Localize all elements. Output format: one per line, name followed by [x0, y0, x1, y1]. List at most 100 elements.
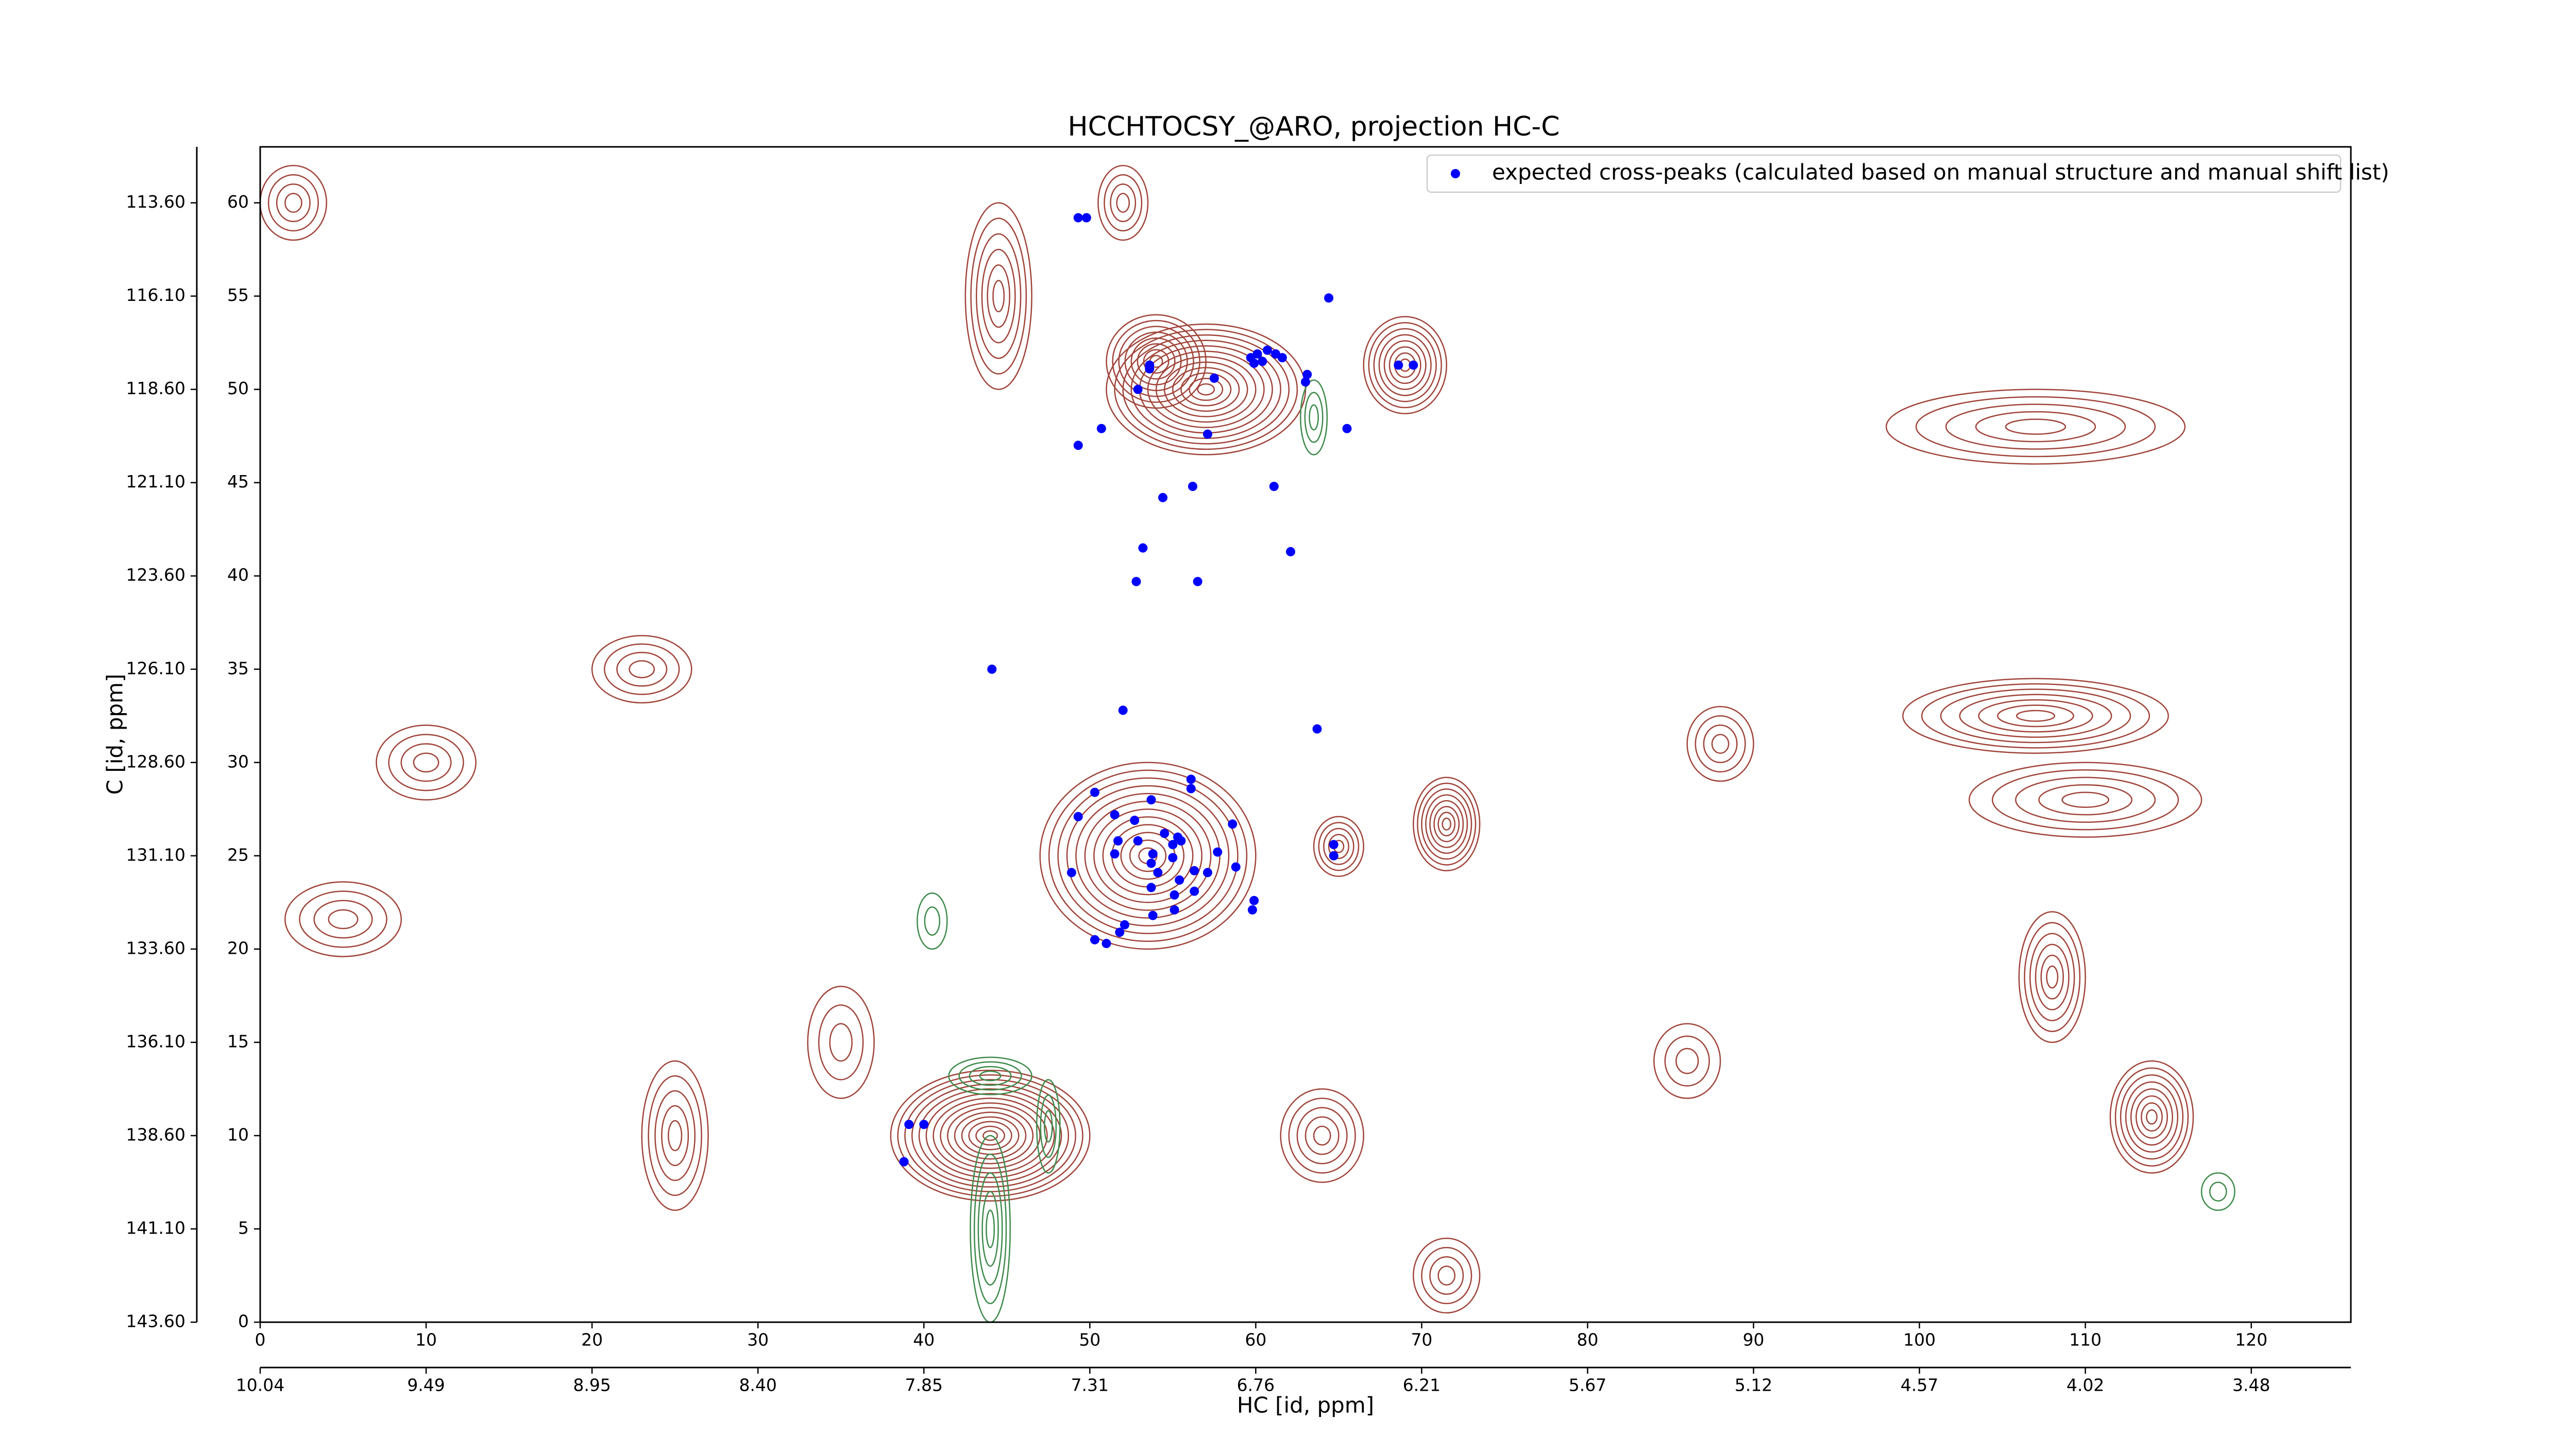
x-tick-label: 110	[2069, 1330, 2102, 1350]
contour-line	[1378, 334, 1432, 396]
cross-peak-point	[987, 664, 997, 674]
legend-label: expected cross-peaks (calculated based o…	[1492, 160, 2389, 185]
x-tick-label: 50	[1079, 1330, 1100, 1350]
cross-peak-point	[1190, 866, 1199, 875]
contour-line	[940, 1102, 1041, 1169]
cross-peak-point	[1170, 890, 1179, 900]
cross-peak-point	[899, 1157, 909, 1167]
cross-peak-point	[1146, 858, 1156, 868]
contour-line	[400, 743, 452, 782]
contour-line	[1373, 328, 1437, 402]
contour-line	[1959, 694, 2112, 738]
y-tick-label: 50	[227, 378, 249, 398]
contour-line	[1300, 379, 1328, 455]
contour-line	[982, 1130, 998, 1141]
contour-line	[970, 217, 1027, 375]
contour-line	[388, 734, 464, 791]
x-tick-label: 90	[1743, 1330, 1765, 1350]
legend-box	[1426, 154, 2342, 193]
contour-line	[1106, 314, 1207, 409]
cross-peak-point	[1175, 875, 1184, 885]
x-axis-label: HC [id, ppm]	[1237, 1393, 1374, 1418]
contour-line	[1328, 834, 1349, 859]
contour-line	[641, 1060, 709, 1211]
contour-line	[376, 724, 477, 801]
y-tick-label: 15	[227, 1031, 249, 1051]
cross-peak-point	[1130, 816, 1140, 825]
contour-line	[981, 1191, 999, 1267]
cross-peak-point	[904, 1120, 914, 1129]
contour-line	[964, 202, 1032, 390]
contour-line	[1110, 183, 1137, 223]
contour-line	[267, 174, 319, 232]
contour-line	[958, 1061, 1022, 1091]
cross-peak-point	[1120, 920, 1129, 930]
contour-line	[1442, 817, 1452, 831]
cross-peak-point	[1066, 868, 1076, 878]
cross-peak-point	[1301, 377, 1310, 387]
cross-peak-point	[1145, 364, 1155, 374]
cross-peak-point	[1342, 424, 1352, 433]
cross-peak-point	[1168, 840, 1178, 850]
contour-line	[1885, 389, 2186, 465]
contour-line	[986, 1209, 995, 1248]
cross-peak-point	[1131, 577, 1141, 586]
cross-peak-point	[1118, 705, 1128, 715]
chart-title: HCCHTOCSY_@ARO, projection HC-C	[1068, 111, 1560, 142]
y-tick-label: 30	[227, 751, 249, 771]
contour-line	[284, 193, 302, 213]
contours	[259, 164, 2235, 1323]
contour-line	[1122, 334, 1290, 445]
contour-line	[992, 280, 1005, 313]
contour-line	[1039, 762, 1257, 950]
contour-line	[616, 651, 668, 687]
cross-peak-point	[1115, 927, 1125, 937]
contour-line	[1413, 777, 1481, 872]
contour-line	[1036, 1079, 1061, 1174]
y2-tick-label: 131.10	[126, 845, 185, 865]
contour-line	[1180, 372, 1232, 407]
cross-peak-point	[1286, 547, 1296, 556]
cross-peak-point	[1188, 481, 1197, 491]
x2-tick-label: 9.49	[407, 1375, 445, 1395]
contour-line	[1969, 762, 2202, 838]
cross-peak-point	[1329, 840, 1338, 850]
contour-line	[969, 1066, 1012, 1086]
contour-line	[1388, 346, 1421, 384]
y-tick-label: 20	[227, 938, 249, 958]
cross-peak-point	[1193, 577, 1202, 586]
cross-peak-point	[1133, 384, 1143, 394]
contour-line	[975, 1125, 1005, 1146]
contour-line	[1425, 794, 1468, 854]
x2-tick-label: 6.76	[1237, 1375, 1275, 1395]
x2-tick-label: 10.04	[236, 1375, 284, 1395]
contour-line	[1992, 769, 2179, 831]
cross-peak-point	[1146, 883, 1156, 892]
contour-line	[1163, 361, 1248, 417]
x2-tick-label: 7.31	[1071, 1375, 1109, 1395]
cross-peak-point	[1090, 935, 1099, 944]
contour-line	[1104, 174, 1143, 232]
cross-peak-point	[1269, 481, 1279, 491]
contour-line	[1421, 1246, 1472, 1305]
contour-line	[2035, 943, 2070, 1010]
contour-line	[1318, 822, 1360, 871]
cross-peak-point	[1101, 939, 1111, 949]
contour-line	[1130, 337, 1182, 385]
contour-line	[1686, 705, 1754, 782]
contour-line	[2040, 954, 2064, 1000]
x2-tick-label: 4.02	[2066, 1375, 2104, 1395]
contour-line	[1417, 782, 1477, 866]
contour-line	[979, 1070, 1002, 1082]
cross-peak-point	[1394, 360, 1403, 370]
contour-line	[1114, 329, 1298, 450]
contour-line	[1097, 164, 1149, 241]
x-tick-label: 30	[747, 1330, 769, 1350]
y2-tick-label: 133.60	[126, 938, 185, 958]
contour-line	[1112, 319, 1200, 403]
contour-line	[1288, 1098, 1356, 1174]
x-tick-label: 60	[1245, 1330, 1266, 1350]
cross-peak-point	[1170, 905, 1179, 915]
y2-tick-label: 121.10	[126, 471, 185, 492]
